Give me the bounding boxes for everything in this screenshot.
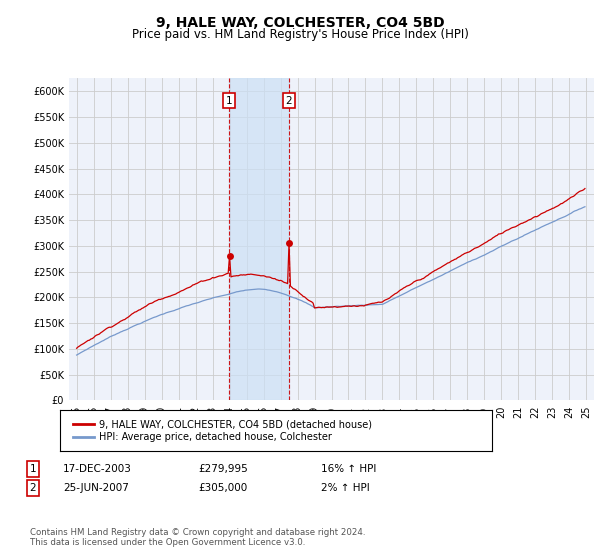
Text: Price paid vs. HM Land Registry's House Price Index (HPI): Price paid vs. HM Land Registry's House … bbox=[131, 28, 469, 41]
Text: 16% ↑ HPI: 16% ↑ HPI bbox=[321, 464, 376, 474]
Text: 17-DEC-2003: 17-DEC-2003 bbox=[63, 464, 132, 474]
Text: Contains HM Land Registry data © Crown copyright and database right 2024.
This d: Contains HM Land Registry data © Crown c… bbox=[30, 528, 365, 547]
Text: 2: 2 bbox=[286, 96, 292, 105]
Text: 1: 1 bbox=[29, 464, 37, 474]
Legend: 9, HALE WAY, COLCHESTER, CO4 5BD (detached house), HPI: Average price, detached : 9, HALE WAY, COLCHESTER, CO4 5BD (detach… bbox=[69, 416, 376, 446]
Text: 9, HALE WAY, COLCHESTER, CO4 5BD: 9, HALE WAY, COLCHESTER, CO4 5BD bbox=[155, 16, 445, 30]
Text: £305,000: £305,000 bbox=[198, 483, 247, 493]
Text: 2% ↑ HPI: 2% ↑ HPI bbox=[321, 483, 370, 493]
Text: 2: 2 bbox=[29, 483, 37, 493]
Text: 1: 1 bbox=[226, 96, 232, 105]
Bar bbox=[229, 78, 289, 400]
Text: 25-JUN-2007: 25-JUN-2007 bbox=[63, 483, 129, 493]
Text: £279,995: £279,995 bbox=[198, 464, 248, 474]
